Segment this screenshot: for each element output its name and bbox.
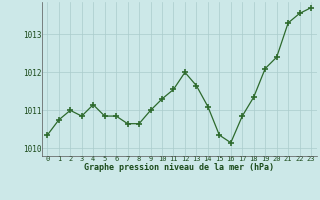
X-axis label: Graphe pression niveau de la mer (hPa): Graphe pression niveau de la mer (hPa) [84, 163, 274, 172]
